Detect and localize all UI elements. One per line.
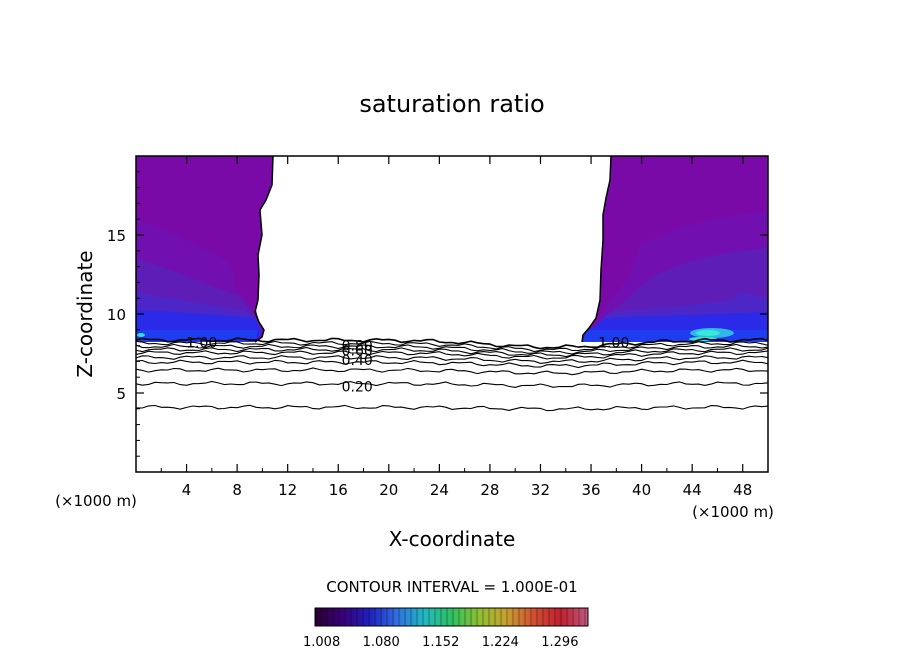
region-supersaturated-right [582,156,768,342]
chart-title: saturation ratio [359,90,544,118]
boundary-left [254,156,274,343]
contour-label: 1.00 [186,335,217,351]
y-tick-label: 10 [107,306,126,324]
y-axis-label: Z-coordinate [73,250,97,377]
contour-label: 0.40 [342,353,373,369]
boundary-right [581,156,612,343]
contour-labels: 1.00 1.00 0.800.600.40 0.20 [186,335,629,395]
x-tick-label: 16 [329,481,348,499]
contour-line [136,350,768,360]
colorbar-divisions [315,608,588,626]
colorbar-tick-label: 1.152 [422,635,459,650]
contour-line [136,355,768,364]
colorbar-tick-label: 1.080 [363,635,400,650]
x-tick-label: 24 [430,481,449,499]
x-tick-label: 8 [232,481,242,499]
region-supersaturated-left [136,156,273,342]
contour-line [136,340,768,353]
x-unit-label: (×1000 m) [55,492,137,510]
contour-line [136,343,768,355]
y-tick-label: 5 [116,385,126,403]
contour-interval-label: CONTOUR INTERVAL = 1.000E-01 [326,578,577,596]
contour-line [136,404,768,412]
x-tick-label: 44 [683,481,702,499]
contour-line [136,346,768,358]
x-tick-label: 36 [581,481,600,499]
contour-line [136,380,768,388]
contour-line [136,359,768,369]
contour-label: 0.80 [342,339,373,355]
x-tick-label: 20 [379,481,398,499]
contour-label: 0.60 [342,343,373,359]
contour-label: 1.00 [598,335,629,351]
x-tick-label: 32 [531,481,550,499]
colorbar-tick-label: 1.224 [482,635,519,650]
x-tick-label: 40 [632,481,651,499]
y-tick-label: 15 [107,227,126,245]
contour-label: 0.20 [342,380,373,396]
contour-line [136,367,768,376]
colorbar: 1.008 1.080 1.152 1.224 1.296 [303,607,589,650]
x-tick-label: 4 [182,481,192,499]
colorbar-tick-label: 1.008 [303,635,340,650]
colorbar-frame [314,607,589,627]
x-tick-label: 48 [733,481,752,499]
x-tick-label: 28 [480,481,499,499]
x-tick-label: 12 [278,481,297,499]
colorbar-tick-label: 1.296 [541,635,578,650]
contour-line [136,337,768,350]
x-axis-label: X-coordinate [389,527,516,551]
plot-area [136,156,768,412]
z-unit-label: (×1000 m) [692,503,774,521]
contour-lines [136,337,768,412]
